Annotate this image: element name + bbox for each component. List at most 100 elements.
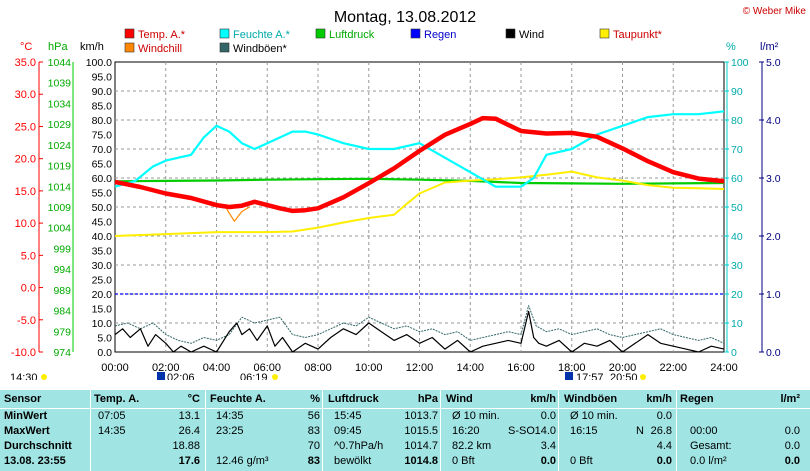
pct-tick-label: 20 bbox=[731, 289, 743, 301]
sun-icon bbox=[41, 374, 47, 380]
temp-tick-label: -5.0 bbox=[17, 315, 36, 327]
moon-icon bbox=[157, 372, 165, 380]
series-luftdruck bbox=[114, 177, 725, 185]
legend-label: Luftdruck bbox=[329, 29, 375, 41]
row-pressure-time: ^0.7hPa/h bbox=[334, 440, 384, 452]
row-humidity-value: 56 bbox=[307, 410, 320, 422]
event-sunrise-time: 06:19 bbox=[240, 372, 268, 380]
rain-tick-label: 1.0 bbox=[766, 289, 781, 301]
legend-swatch bbox=[315, 28, 326, 39]
table-divider bbox=[322, 390, 323, 471]
table-divider bbox=[90, 390, 91, 471]
header-pressure: Luftdruck bbox=[328, 393, 379, 405]
sunset-icon bbox=[640, 374, 646, 380]
x-tick-label: 22:00 bbox=[659, 362, 687, 374]
chart-axes: °C hPa km/h% l/m² 35.0 30.0 25.0 20.0 15.0 10.0 5.… bbox=[11, 41, 781, 374]
series-windb-en bbox=[114, 305, 725, 344]
table-divider bbox=[205, 390, 206, 471]
legend-swatch bbox=[410, 28, 421, 39]
hpa-tick-label: 999 bbox=[53, 243, 71, 255]
kmh-tick-label: 95.0 bbox=[92, 72, 113, 84]
hpa-tick-label: 1019 bbox=[48, 161, 72, 173]
row-wind-value: 14.0 bbox=[534, 425, 556, 437]
x-tick-label: 00:00 bbox=[101, 362, 129, 374]
pct-tick-label: 80 bbox=[731, 115, 743, 127]
row-label: MinWert bbox=[4, 410, 48, 422]
x-tick-label: 06:00 bbox=[253, 362, 281, 374]
row-gusts-value: 26.8 bbox=[650, 425, 672, 437]
hpa-tick-label: 1029 bbox=[48, 119, 72, 131]
series-taupunkt bbox=[114, 170, 725, 237]
row-rain-value: 0.0 bbox=[784, 440, 800, 452]
kmh-tick-label: 90.0 bbox=[92, 86, 113, 98]
pct-tick-label: 10 bbox=[731, 318, 743, 330]
kmh-tick-label: 30.0 bbox=[92, 260, 113, 272]
row-label: MaxWert bbox=[4, 425, 50, 437]
x-tick-label: 16:00 bbox=[507, 362, 535, 374]
rain-tick-label: 4.0 bbox=[766, 115, 781, 127]
header-pressure-unit: hPa bbox=[417, 393, 438, 405]
x-tick-label: 10:00 bbox=[355, 362, 383, 374]
row-wind-time: 82.2 km bbox=[452, 440, 492, 452]
pct-tick-label: 50 bbox=[731, 202, 743, 214]
row-wind-time: 16:20 bbox=[452, 425, 480, 437]
temp-tick-label: 20.0 bbox=[15, 154, 36, 166]
legend-swatch bbox=[599, 28, 610, 39]
kmh-tick-label: 45.0 bbox=[92, 217, 113, 229]
kmh-tick-label: 35.0 bbox=[92, 246, 113, 258]
row-humidity-time: 12.46 g/m³ bbox=[216, 455, 269, 467]
kmh-tick-label: 5.0 bbox=[97, 333, 112, 345]
kmh-tick-label: 20.0 bbox=[92, 289, 113, 301]
row-temp-time: 07:05 bbox=[98, 410, 126, 422]
temp-tick-label: 30.0 bbox=[15, 89, 36, 101]
pct-unit-label: % bbox=[726, 41, 736, 53]
temp-tick-label: 35.0 bbox=[15, 57, 36, 69]
hpa-tick-label: 1039 bbox=[48, 78, 72, 90]
pct-tick-label: 40 bbox=[731, 231, 743, 243]
header-rain: Regen bbox=[680, 393, 714, 405]
row-pressure-time: 09:45 bbox=[334, 425, 362, 437]
x-tick-label: 14:00 bbox=[456, 362, 484, 374]
rain-tick-label: 3.0 bbox=[766, 173, 781, 185]
legend-swatch bbox=[124, 42, 135, 53]
kmh-tick-label: 15.0 bbox=[92, 304, 113, 316]
row-pressure-time: 15:45 bbox=[334, 410, 362, 422]
kmh-tick-label: 75.0 bbox=[92, 130, 113, 142]
row-temp-value: 26.4 bbox=[178, 425, 200, 437]
legend-label: Wind bbox=[519, 29, 544, 41]
legend-label: Windchill bbox=[138, 43, 182, 55]
moon-icon-2 bbox=[565, 372, 573, 380]
kmh-tick-label: 50.0 bbox=[92, 202, 113, 214]
sun-moon-events: 14:30 02:06 06:19 17:57 20:50 bbox=[10, 372, 646, 380]
row-rain-time: 0.0 l/m² bbox=[690, 455, 727, 467]
rain-tick-label: 2.0 bbox=[766, 231, 781, 243]
table-divider bbox=[440, 390, 441, 471]
kmh-tick-label: 65.0 bbox=[92, 159, 113, 171]
x-tick-label: 08:00 bbox=[304, 362, 332, 374]
row-wind-value: 0.0 bbox=[540, 410, 556, 422]
table-divider bbox=[676, 390, 677, 471]
pct-tick-label: 100 bbox=[731, 57, 749, 69]
row-rain-value: 0.0 bbox=[784, 425, 800, 437]
kmh-tick-label: 100.0 bbox=[86, 57, 112, 69]
legend-swatch bbox=[219, 42, 230, 53]
hpa-tick-label: 1024 bbox=[48, 140, 72, 152]
row-gusts-time: 16:15 bbox=[570, 425, 598, 437]
row-humidity-time: 23:25 bbox=[216, 425, 244, 437]
row-pressure-value: 1014.8 bbox=[404, 455, 438, 467]
row-wind-value: 0.0 bbox=[540, 455, 556, 467]
row-humidity-value: 83 bbox=[307, 455, 320, 467]
header-humidity-unit: % bbox=[310, 393, 320, 405]
legend-swatch bbox=[219, 28, 230, 39]
legend-label: Regen bbox=[424, 29, 456, 41]
credit-label: © Weber Mike bbox=[743, 6, 807, 17]
row-pressure-value: 1014.7 bbox=[404, 440, 438, 452]
row-rain-value: 0.0 bbox=[784, 455, 800, 467]
hpa-tick-label: 984 bbox=[53, 306, 71, 318]
header-wind: Wind bbox=[446, 393, 473, 405]
x-tick-label: 20:00 bbox=[609, 362, 637, 374]
chart-legend: Temp. A.* Feuchte A.* Luftdruck Regen Wind Ta… bbox=[124, 28, 663, 55]
chart-title: Montag, 13.08.2012 bbox=[334, 9, 476, 26]
rain-unit-label: l/m² bbox=[760, 41, 779, 53]
x-tick-label: 24:00 bbox=[710, 362, 738, 374]
